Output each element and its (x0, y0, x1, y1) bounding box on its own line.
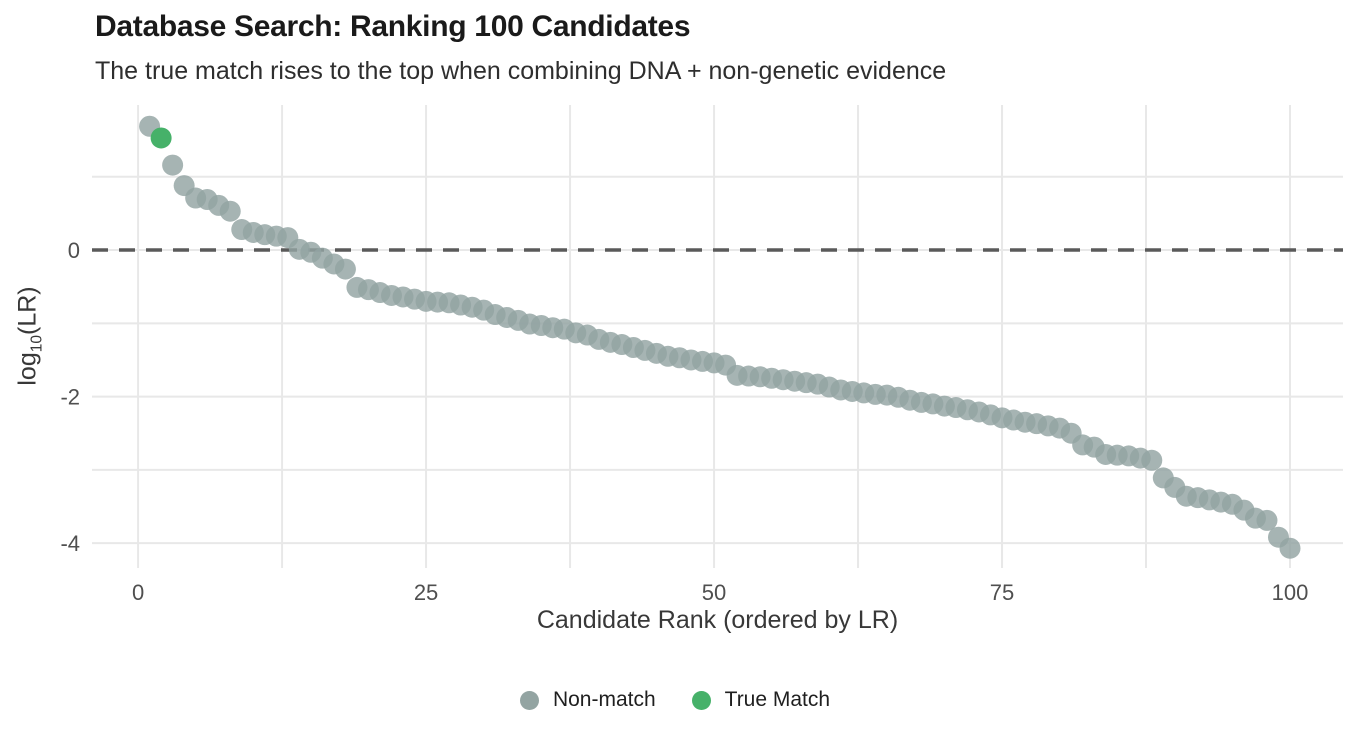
chart-title: Database Search: Ranking 100 Candidates (95, 10, 691, 43)
legend-item-non-match: Non-match (519, 688, 656, 712)
x-tick-label: 50 (702, 580, 726, 605)
non-match-point (219, 200, 241, 222)
non-match-point (334, 258, 356, 280)
y-axis-title-sub: 10 (28, 334, 46, 353)
y-tick-label: 0 (68, 238, 80, 263)
non-match-point (1256, 509, 1278, 531)
y-axis-title-pre: log (13, 352, 42, 386)
x-tick-label: 25 (414, 580, 438, 605)
non-match-point (1279, 537, 1301, 559)
non-match-dot-icon (519, 690, 539, 710)
legend-label-non-match: Non-match (552, 688, 656, 711)
true-match-point (150, 127, 172, 149)
x-axis-title: Candidate Rank (ordered by LR) (536, 606, 899, 634)
y-axis-title: log10(LR) (14, 286, 47, 385)
x-tick-label: 100 (1272, 580, 1309, 605)
y-tick-label: -2 (60, 385, 80, 410)
y-axis-title-post: (LR) (13, 286, 42, 335)
legend-item-true-match: True Match (691, 688, 831, 712)
chart-subtitle: The true match rises to the top when com… (95, 57, 947, 85)
non-match-point (1141, 449, 1163, 471)
x-tick-label: 75 (990, 580, 1014, 605)
y-tick-label: -4 (60, 531, 80, 556)
legend: Non-match True Match (0, 688, 1350, 712)
true-match-dot-icon (691, 690, 711, 710)
x-tick-label: 0 (132, 580, 144, 605)
legend-label-true-match: True Match (724, 688, 831, 711)
non-match-point (162, 154, 184, 176)
